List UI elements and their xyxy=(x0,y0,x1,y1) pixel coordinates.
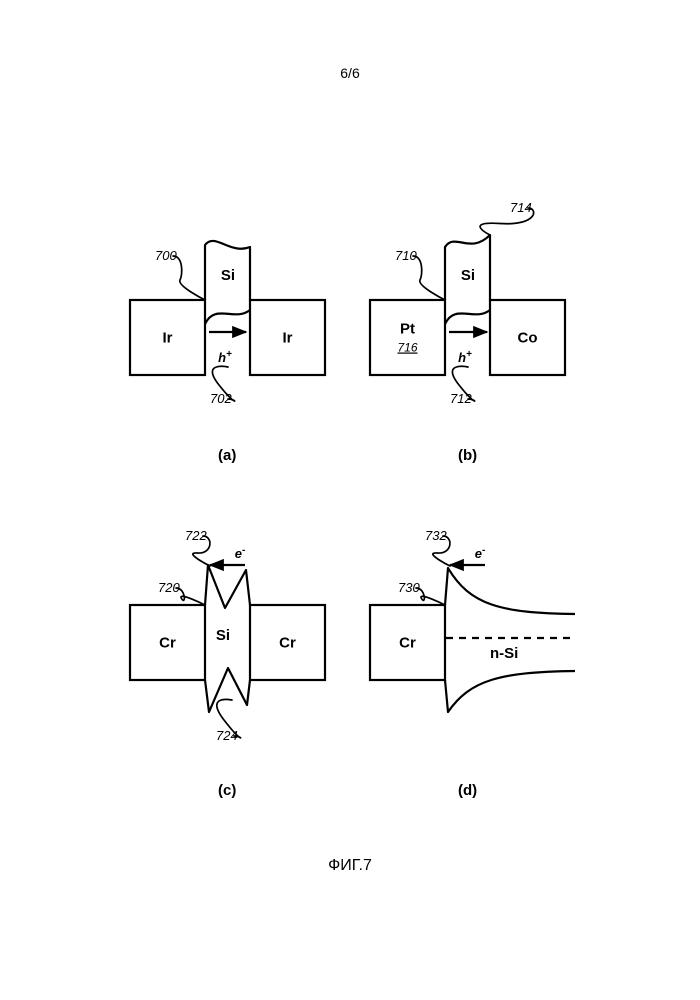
panel-c-top-band xyxy=(205,565,250,608)
ref-700: 700 xyxy=(155,248,205,300)
ref-714: 714 xyxy=(480,200,534,235)
ref-720: 720 xyxy=(158,580,205,605)
svg-text:712: 712 xyxy=(450,391,472,406)
panel-b-left-block: Pt 716 xyxy=(370,300,445,375)
panel-a-letter: (a) xyxy=(218,447,236,464)
panel-c-bottom-band xyxy=(205,668,250,712)
panel-a-right-block: Ir xyxy=(250,300,325,375)
panel-d-left-block: Cr xyxy=(370,605,445,680)
panel-d-nsi-label: n-Si xyxy=(490,645,518,662)
ref-732: 732 xyxy=(425,528,450,566)
svg-text:710: 710 xyxy=(395,248,417,263)
svg-text:702: 702 xyxy=(210,391,232,406)
svg-text:Ir: Ir xyxy=(282,330,292,347)
panel-b-letter: (b) xyxy=(458,447,477,464)
svg-text:Ir: Ir xyxy=(162,330,172,347)
figure-caption: ФИГ.7 xyxy=(328,857,372,874)
svg-text:722: 722 xyxy=(185,528,207,543)
svg-text:730: 730 xyxy=(398,580,420,595)
panel-a-inner-curve xyxy=(205,310,250,324)
svg-text:e-: e- xyxy=(475,545,486,561)
svg-text:Co: Co xyxy=(518,330,538,347)
ref-702: 702 xyxy=(210,366,235,406)
ref-722: 722 xyxy=(185,528,210,566)
panel-a-si-label: Si xyxy=(221,267,235,284)
panel-c-si-label: Si xyxy=(216,627,230,644)
ref-724: 724 xyxy=(216,699,241,743)
panel-d-charge-label: e- xyxy=(475,545,486,561)
svg-text:e-: e- xyxy=(235,545,246,561)
svg-text:700: 700 xyxy=(155,248,177,263)
panel-d-letter: (d) xyxy=(458,782,477,799)
svg-text:Cr: Cr xyxy=(279,635,296,652)
svg-text:Cr: Cr xyxy=(399,635,416,652)
panel-c-left-block: Cr xyxy=(130,605,205,680)
ref-710: 710 xyxy=(395,248,445,300)
panel-b-charge-label: h+ xyxy=(458,349,472,365)
ref-712: 712 xyxy=(450,366,475,406)
svg-text:Pt: Pt xyxy=(400,321,415,338)
svg-text:716: 716 xyxy=(397,341,417,355)
panel-c-charge-label: e- xyxy=(235,545,246,561)
panel-a-left-block: Ir xyxy=(130,300,205,375)
svg-text:720: 720 xyxy=(158,580,180,595)
panel-b-right-block: Co xyxy=(490,300,565,375)
panel-b-inner-curve xyxy=(445,310,490,324)
svg-text:724: 724 xyxy=(216,728,238,743)
panel-d-bottom-curve xyxy=(445,671,575,712)
panel-d-top-curve xyxy=(445,568,575,614)
svg-text:714: 714 xyxy=(510,200,532,215)
svg-text:h+: h+ xyxy=(218,349,232,365)
svg-text:Cr: Cr xyxy=(159,635,176,652)
svg-text:h+: h+ xyxy=(458,349,472,365)
panel-c-right-block: Cr xyxy=(250,605,325,680)
svg-text:732: 732 xyxy=(425,528,447,543)
ref-730: 730 xyxy=(398,580,445,605)
panel-a-charge-label: h+ xyxy=(218,349,232,365)
panel-c-letter: (c) xyxy=(218,782,236,799)
page-header: 6/6 xyxy=(340,65,360,81)
panel-b-si-label: Si xyxy=(461,267,475,284)
